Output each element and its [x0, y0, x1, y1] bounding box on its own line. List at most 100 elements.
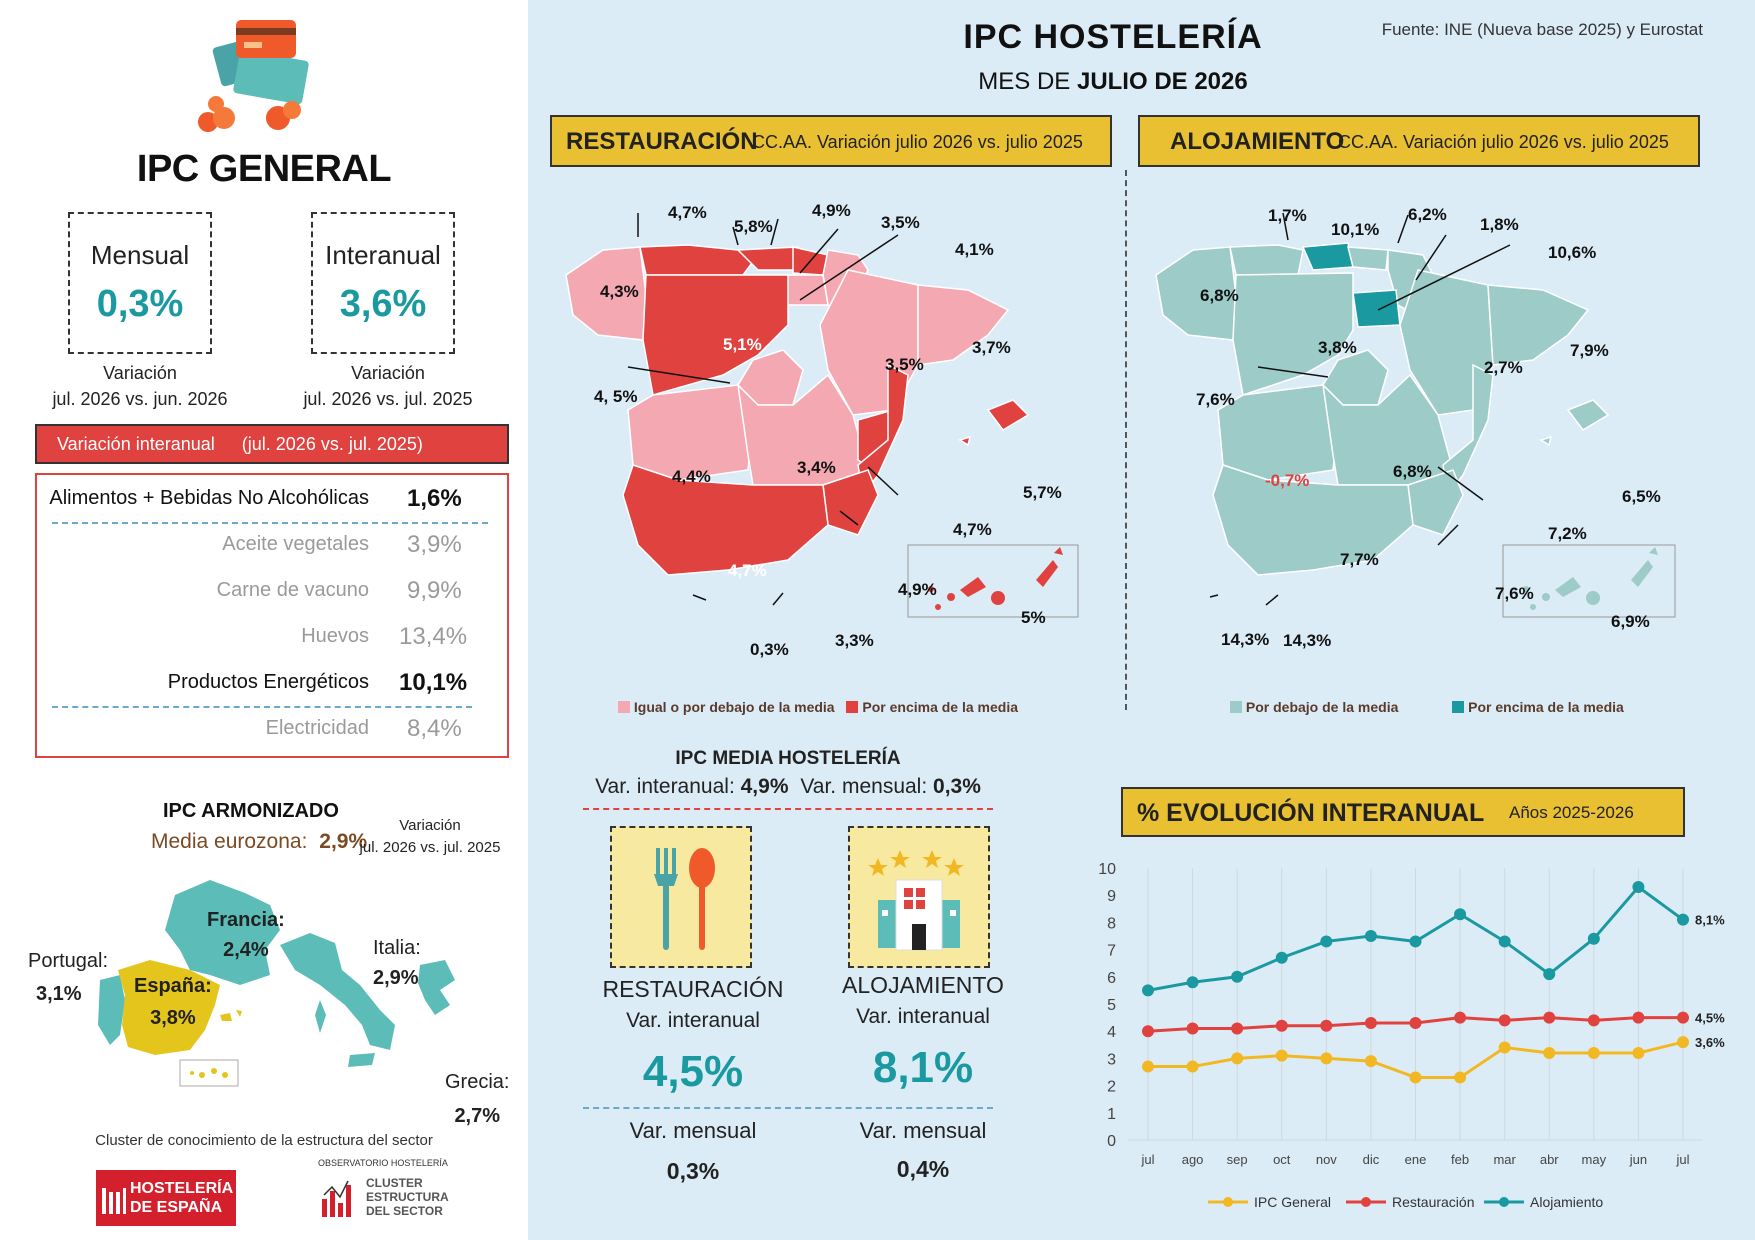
media-eurozona-label: Media eurozona:: [151, 830, 308, 853]
interanual-label: Interanual: [325, 240, 441, 270]
sardinia-shape: [315, 1000, 326, 1033]
data-point: [1677, 1011, 1689, 1024]
portugal-shape: [98, 975, 125, 1045]
alojamiento-map-title: ALOJAMIENTO: [1170, 128, 1345, 155]
region-baleares: [986, 399, 1030, 431]
cluster-chart-icon: [322, 1180, 351, 1217]
label-italia: Italia: 2,9%: [373, 933, 421, 993]
region-baleares: [1566, 399, 1610, 431]
media-hosteleria-title: IPC MEDIA HOSTELERÍA: [675, 748, 901, 769]
alojamiento-icon-box: [848, 826, 990, 968]
media-interanual-value: 4,9%: [740, 775, 789, 798]
data-point: [1364, 1017, 1377, 1030]
x-tick-label: jun: [1629, 1152, 1647, 1167]
armonizado-title: IPC ARMONIZADO: [163, 800, 339, 822]
region-baleares-2: [1539, 435, 1553, 447]
region-andalucia: [622, 464, 829, 576]
map-label: 5,1%: [723, 335, 762, 354]
portugal-name: Portugal:: [28, 950, 109, 972]
data-point: [1632, 1046, 1645, 1059]
logo2-line2: ESTRUCTURA: [366, 1190, 449, 1204]
data-point: [1454, 908, 1467, 921]
restauracion-map-title: RESTAURACIÓN: [566, 128, 758, 155]
data-point: [1186, 976, 1199, 989]
armonizado-note-1: Variación: [399, 817, 461, 834]
map-label: 4,3%: [600, 282, 639, 301]
spain-shape: [118, 960, 220, 1055]
map-label: 14,3%: [1221, 630, 1270, 649]
map-label: 4,7%: [668, 203, 707, 222]
map-label: 0,3%: [750, 640, 789, 659]
mensual-note: Variación jul. 2026 vs. jun. 2026: [40, 360, 240, 412]
data-point: [1543, 968, 1556, 981]
map-label: 10,1%: [1331, 220, 1380, 239]
legend-label: IPC General: [1254, 1194, 1331, 1210]
italia-value: 2,9%: [373, 967, 419, 989]
data-point: [1320, 1019, 1333, 1032]
item-name: Productos Energéticos: [167, 671, 369, 693]
portugal-value: 3,1%: [36, 983, 82, 1005]
interanual-note-2: jul. 2026 vs. jul. 2025: [303, 389, 473, 409]
main-title: IPC HOSTELERÍA: [963, 18, 1263, 56]
alojamiento-banner: ALOJAMIENTO CC.AA. Variación julio 2026 …: [1138, 115, 1700, 167]
x-tick-label: jul: [1675, 1152, 1689, 1167]
data-point: [1275, 951, 1288, 964]
map-label: 5,8%: [734, 217, 773, 236]
media-hosteleria-values: Var. interanual: 4,9% Var. mensual: 0,3%: [578, 775, 998, 799]
item-value: 8,4%: [407, 715, 462, 742]
evolucion-banner: % EVOLUCIÓN INTERANUAL Años 2025-2026: [1121, 787, 1685, 837]
item-value: 10,1%: [399, 669, 468, 696]
map-label: 5,7%: [1023, 483, 1062, 502]
data-point: [1231, 1022, 1244, 1035]
map-label: 1,8%: [1480, 215, 1519, 234]
y-tick-label: 2: [1107, 1079, 1116, 1096]
espana-value: 3,8%: [150, 1007, 196, 1029]
data-point: [1364, 930, 1377, 942]
data-point: [1409, 1071, 1422, 1084]
restauracion-mens-value: 0,3%: [666, 1158, 720, 1184]
x-tick-label: dic: [1363, 1152, 1380, 1167]
data-point: [1320, 935, 1333, 948]
interanual-note: Variación jul. 2026 vs. jul. 2025: [283, 360, 493, 412]
map-label: 3,5%: [881, 213, 920, 232]
hotel-icon: [868, 850, 964, 951]
item-value: 13,4%: [399, 623, 468, 650]
alojamiento-inter-value: 8,1%: [872, 1043, 974, 1092]
x-tick-label: may: [1582, 1152, 1607, 1167]
region-extremadura: [627, 384, 754, 481]
item-name: Aceite vegetales: [222, 533, 369, 555]
alojamiento-map: [1155, 212, 1676, 618]
canarias-islands: [1523, 547, 1658, 610]
map-label: 4,4%: [672, 467, 711, 486]
alojamiento-summary: ALOJAMIENTO Var. interanual 8,1%: [818, 972, 1028, 1093]
interanual-note-1: Variación: [351, 363, 425, 383]
x-tick-label: ago: [1182, 1152, 1204, 1167]
data-point: [1543, 1011, 1556, 1024]
y-tick-label: 7: [1107, 943, 1116, 960]
armonizado-note-2: jul. 2026 vs. jul. 2025: [359, 839, 501, 856]
map-label: 4,1%: [955, 240, 994, 259]
variacion-banner-label: Variación interanual: [57, 434, 215, 454]
sicily-shape: [348, 1053, 375, 1067]
subtitle-bold: JULIO DE 2026: [1076, 68, 1248, 95]
data-point: [1142, 1060, 1154, 1073]
divider: [583, 1107, 993, 1109]
europe-map: [98, 880, 455, 1087]
map-label: 4,9%: [812, 201, 851, 220]
media-mensual-value: 0,3%: [933, 775, 981, 798]
map-label: 14,3%: [1283, 631, 1332, 650]
legend-marker: [1223, 1197, 1233, 1207]
map-label: 4,9%: [898, 580, 937, 599]
alojamiento-summary-title: ALOJAMIENTO: [842, 972, 1004, 998]
restauracion-summary: RESTAURACIÓN Var. interanual 4,5%: [578, 976, 808, 1097]
restauracion-inter-label: Var. interanual: [626, 1009, 760, 1032]
ipc-general-title: IPC GENERAL: [136, 148, 392, 190]
label-grecia: Grecia: 2,7%: [445, 1065, 509, 1133]
y-tick-label: 5: [1107, 997, 1116, 1014]
map-label: 7,6%: [1495, 584, 1534, 603]
map-label: 7,9%: [1570, 341, 1609, 360]
region-cantabria: [1301, 242, 1354, 271]
restauracion-mens-label: Var. mensual: [629, 1118, 757, 1143]
data-point: [1632, 881, 1645, 894]
media-eurozona: Media eurozona: 2,9%: [151, 830, 367, 854]
